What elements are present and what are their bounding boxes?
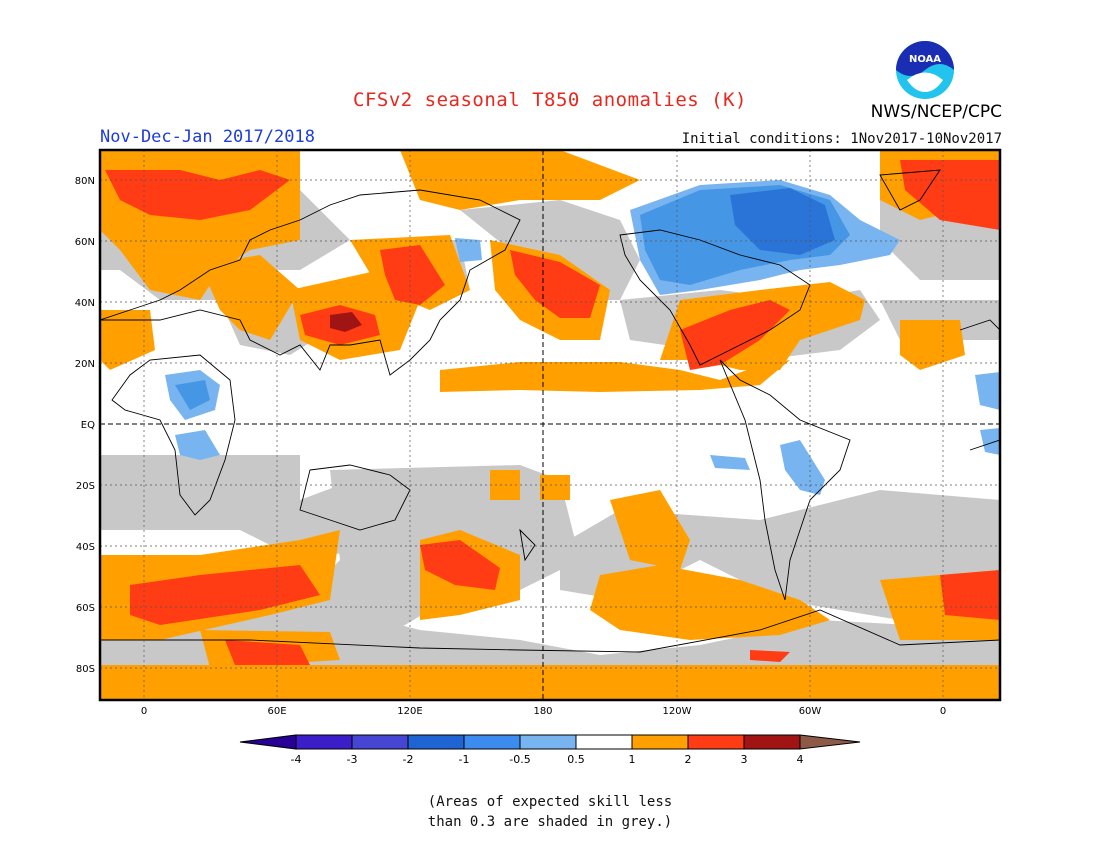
lon-label: 180: [533, 706, 552, 717]
colorbar-label: -2: [403, 753, 414, 766]
lat-label: EQ: [81, 420, 95, 431]
equator-dateline: [100, 150, 1000, 700]
colorbar-swatch: [743, 734, 801, 750]
colorbar-swatch: [575, 734, 633, 750]
map-frame: [98, 148, 1002, 702]
colorbar-label: 2: [685, 753, 692, 766]
lat-label: 80N: [75, 176, 95, 187]
lon-label: 120E: [397, 706, 422, 717]
noaa-logo-icon: NOAA: [896, 41, 954, 99]
organization-label: NWS/NCEP/CPC: [870, 102, 1002, 122]
colorbar-label: 4: [797, 753, 804, 766]
lon-label: 0: [940, 706, 946, 717]
colorbar-end-low: [239, 734, 297, 750]
skill-note-line: (Areas of expected skill less: [427, 794, 673, 810]
colorbar-label: -1: [459, 753, 470, 766]
map-title: CFSv2 seasonal T850 anomalies (K): [353, 89, 747, 111]
lat-label: 20N: [75, 359, 95, 370]
skill-note-line: than 0.3 are shaded in grey.): [427, 814, 673, 830]
lat-label: 60N: [75, 237, 95, 248]
coastlines: [100, 169, 1000, 653]
forecast-period: Nov-Dec-Jan 2017/2018: [100, 127, 315, 147]
colorbar-swatch: [519, 734, 577, 750]
lat-label: 60S: [76, 603, 95, 614]
colorbar-labels: -4 -3 -2 -1 -0.5 0.5 1 2 3 4: [291, 753, 804, 766]
initial-conditions: Initial conditions: 1Nov2017-10Nov2017: [681, 131, 1002, 147]
colorbar-label: -0.5: [509, 753, 530, 766]
strong-warm-regions: [105, 160, 1000, 665]
colorbar-label: 0.5: [567, 753, 585, 766]
colorbar-swatch: [407, 734, 465, 750]
colorbar-label: 3: [741, 753, 748, 766]
latitude-labels: 80N 60N 40N 20N EQ 20S 40S 60S 80S: [75, 176, 95, 675]
colorbar-swatch: [351, 734, 409, 750]
longitude-labels: 0 60E 120E 180 120W 60W 0: [141, 706, 946, 717]
colorbar-label: -4: [291, 753, 302, 766]
grid-lines: [100, 150, 1000, 700]
colorbar-label: -3: [347, 753, 358, 766]
lon-label: 60E: [267, 706, 286, 717]
lat-label: 80S: [76, 664, 95, 675]
skill-note: (Areas of expected skill less than 0.3 a…: [0, 792, 1100, 832]
colorbar: [239, 734, 861, 750]
lon-label: 120W: [663, 706, 692, 717]
lon-label: 60W: [799, 706, 822, 717]
colorbar-end-high: [799, 734, 861, 750]
colorbar-swatch: [295, 734, 353, 750]
colorbar-swatch: [687, 734, 745, 750]
lat-label: 40S: [76, 542, 95, 553]
lon-label: 0: [141, 706, 147, 717]
lat-label: 20S: [76, 481, 95, 492]
colorbar-swatch: [463, 734, 521, 750]
colorbar-label: 1: [629, 753, 636, 766]
colorbar-swatch: [631, 734, 689, 750]
lat-label: 40N: [75, 298, 95, 309]
logo-text: NOAA: [909, 54, 941, 65]
extreme-warm-regions: [330, 312, 362, 332]
cold-anomaly-regions: [165, 180, 1000, 495]
